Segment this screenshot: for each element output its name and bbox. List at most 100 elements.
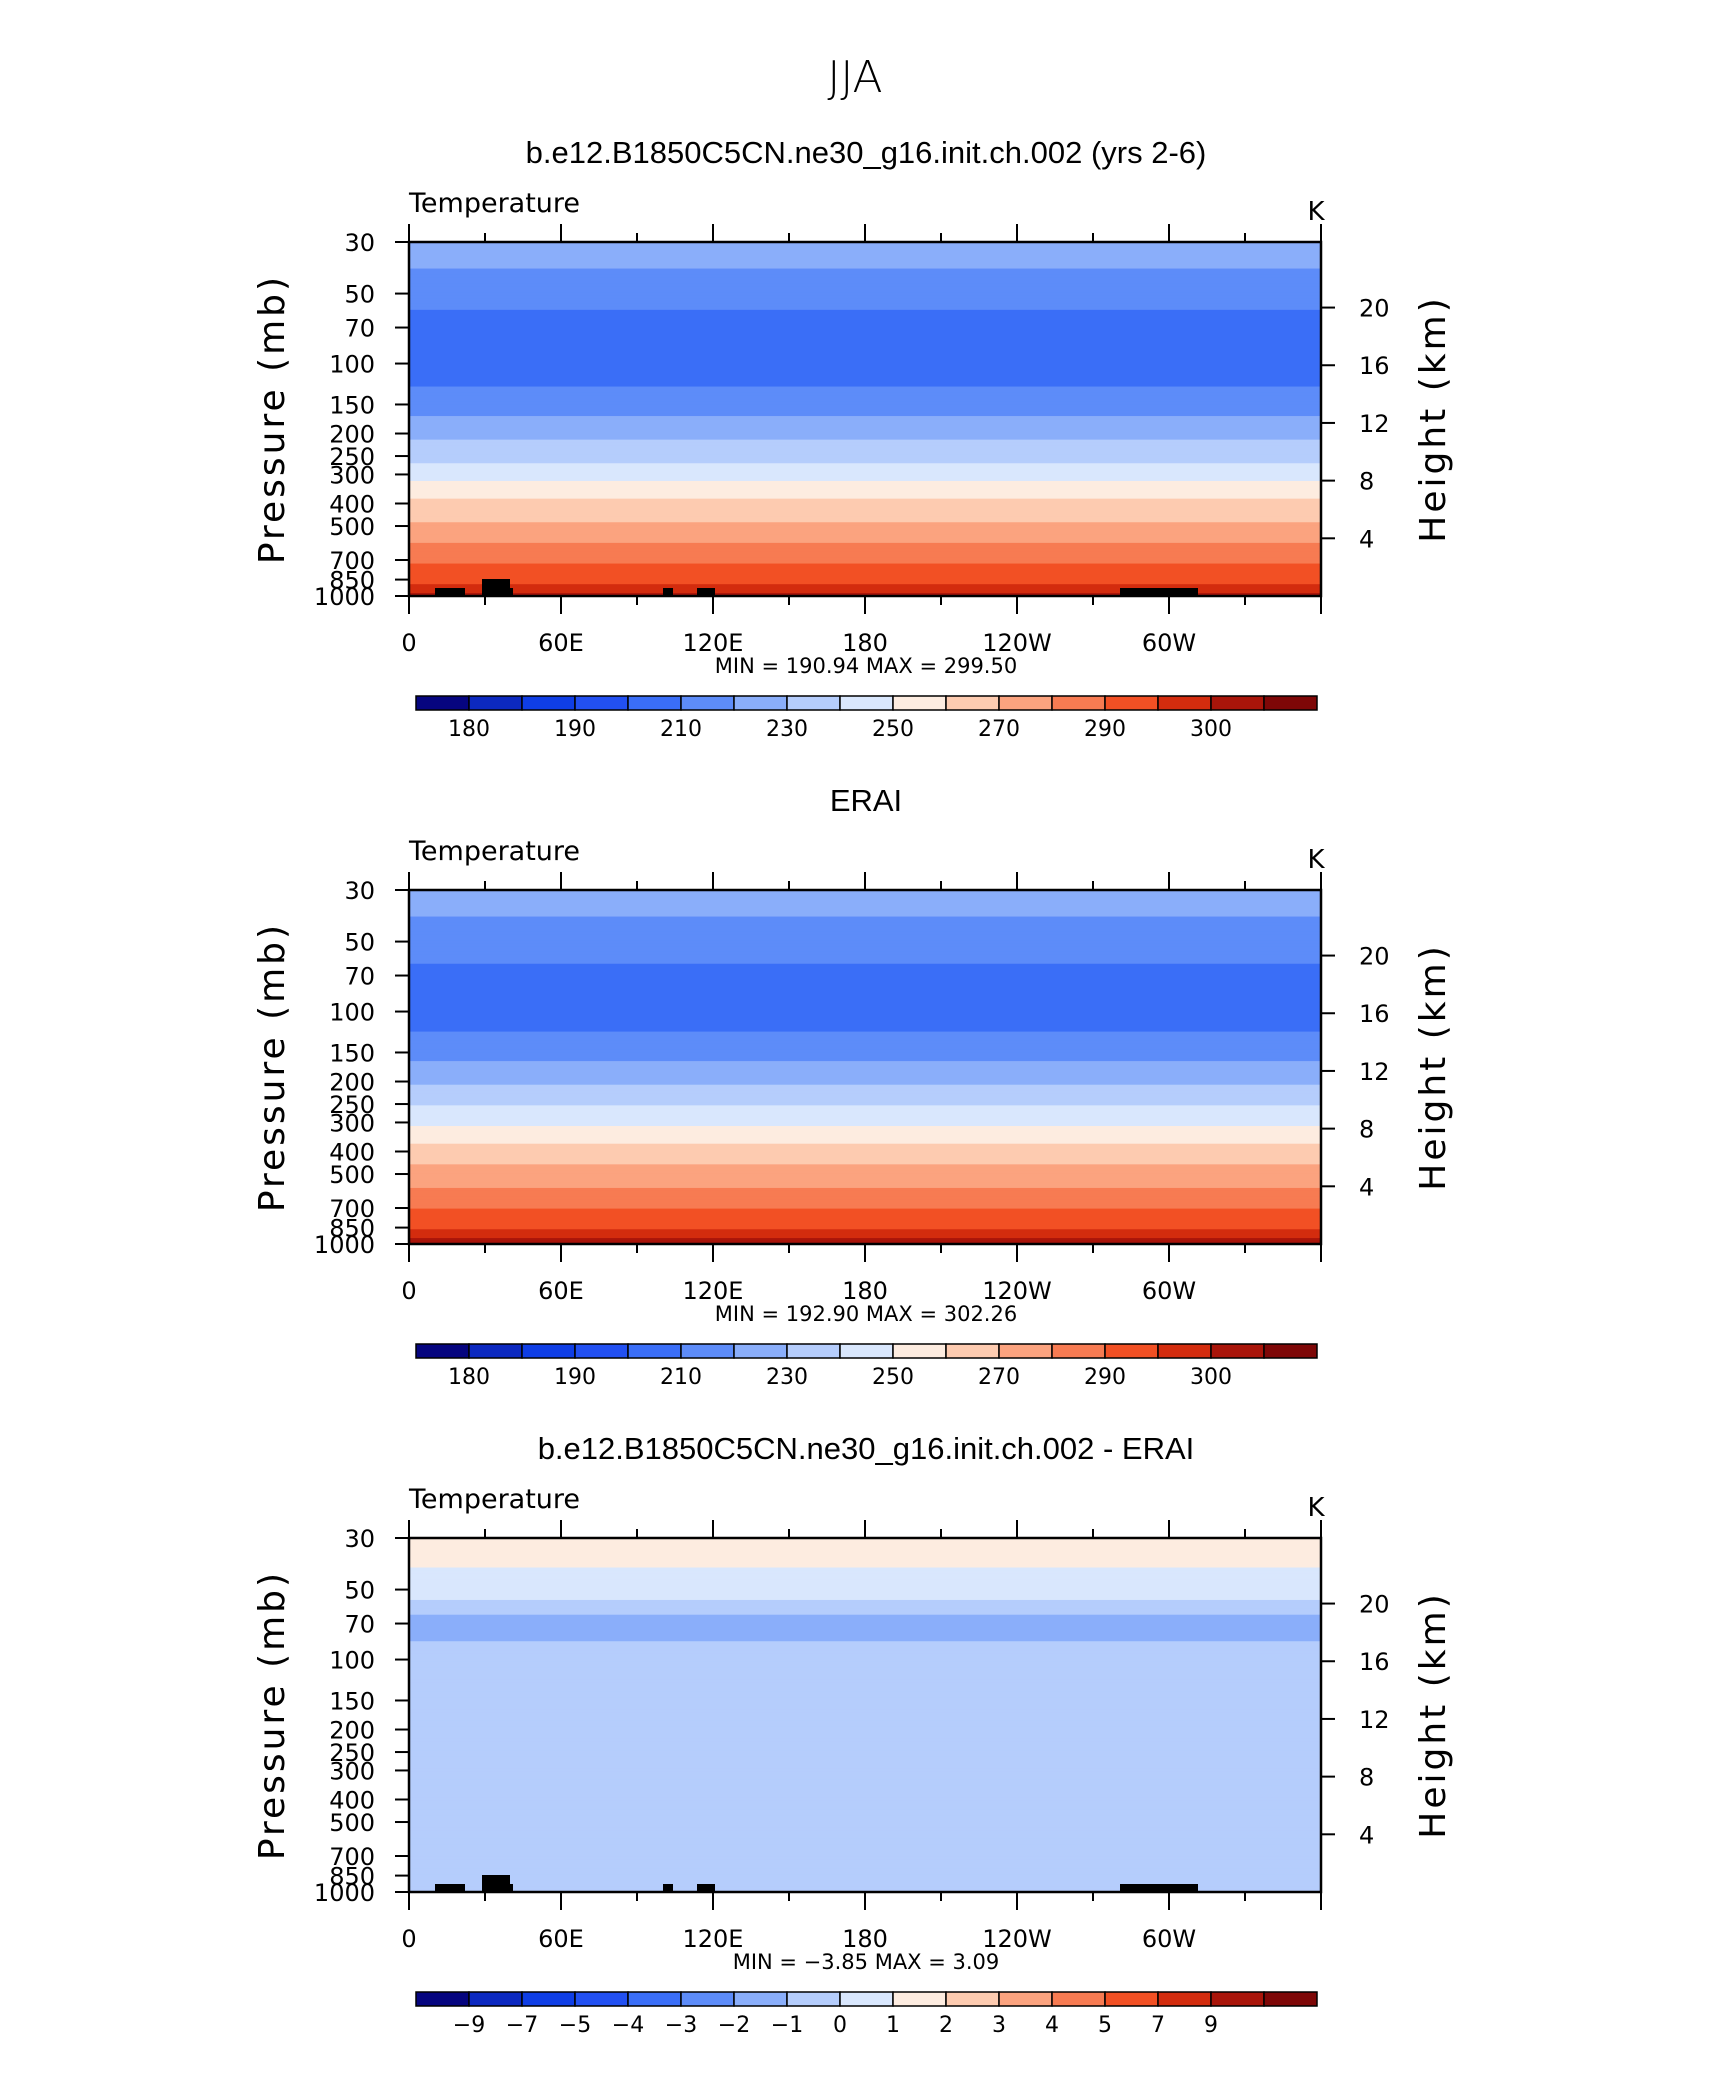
contour-band [409,563,1321,568]
contour-band [409,904,1321,909]
contour-band [409,492,1321,497]
contour-band [409,534,1321,538]
contour-band [409,380,1321,385]
y-tick-right-label: 8 [1359,1764,1374,1792]
contour-band [409,483,1321,488]
contour-band [409,1187,1321,1192]
contour-band [409,1661,1321,1666]
contour-band [409,584,1321,588]
contour-band [409,1134,1321,1139]
colorbar-swatch [468,1991,523,2007]
topography [663,1884,673,1892]
contour-band [409,1049,1321,1054]
y-tick-label: 300 [329,1757,375,1785]
contour-band [409,1759,1321,1763]
contour-band [409,1552,1321,1557]
contour-band [409,1723,1321,1728]
y-axis-right: 20 16 12 8 4 [1321,1591,1390,1849]
x-axis: 0 60E 120E 180 120W 60W [401,1520,1322,1953]
contour-band [409,984,1321,989]
contour-band [409,1176,1321,1180]
contour-band [409,1635,1321,1640]
colorbar-label: 270 [978,717,1020,742]
colorbar-swatch [1263,1991,1318,2007]
colorbar-swatch [415,1343,470,1359]
topography [1120,588,1198,596]
colorbar-swatch [998,695,1053,711]
colorbar-label: 7 [1151,2013,1165,2038]
contour-band [409,1120,1321,1124]
contour-band [409,457,1321,462]
colorbar-label: −7 [506,2013,538,2038]
units-label: K [1307,197,1325,227]
contour-band [409,371,1321,376]
colorbar-label: 180 [448,1365,490,1390]
colorbar-swatch [521,695,576,711]
contour-band [409,1726,1321,1731]
contour-band [409,1126,1321,1130]
colorbar-swatch [1104,695,1159,711]
topography [435,588,465,596]
contour-band [409,1818,1321,1822]
colorbar-swatch [627,1343,682,1359]
contour-band [409,1235,1321,1239]
y-tick-right-label: 16 [1359,1000,1390,1028]
chart-title: ERAI [830,783,902,818]
contour-band [409,480,1321,485]
contour-band [409,1776,1321,1781]
contour-band [409,1747,1321,1752]
x-tick-label: 120E [683,629,744,657]
contour-band [409,946,1321,950]
contour-band [409,309,1321,314]
contour-band [409,990,1321,995]
contour-band [409,943,1321,947]
chart-panel-3: b.e12.B1850C5CN.ne30_g16.init.ch.002 - E… [252,1431,1454,2038]
contour-band [409,1706,1321,1710]
y-tick-label: 250 [329,1739,375,1767]
x-axis: 0 60E 120E 180 120W 60W [401,224,1322,657]
contour-band [409,999,1321,1003]
contour-band [409,1043,1321,1048]
contour-band [409,489,1321,494]
contour-band [409,1025,1321,1030]
x-tick-label: 60E [538,1925,584,1953]
contour-band [409,1862,1321,1867]
contour-band [409,1196,1321,1201]
contour-band [409,522,1321,526]
contour-band [409,1608,1321,1613]
contour-band [409,525,1321,529]
colorbar-label: 1 [886,2013,900,2038]
contour-band [409,392,1321,397]
contour-band [409,1614,1321,1619]
contour-band [409,1768,1321,1772]
topography [663,588,673,596]
contour-band [409,303,1321,308]
contour-band [409,312,1321,317]
colorbar-label: −9 [453,2013,485,2038]
colorbar-swatch [415,695,470,711]
colorbar-swatch [1051,1991,1106,2007]
y-tick-right-label: 20 [1359,295,1390,323]
contour-band [409,504,1321,509]
y-tick-label: 100 [329,351,375,379]
y-tick-right-label: 20 [1359,1591,1390,1619]
contour-band [409,348,1321,352]
contour-band [409,931,1321,936]
contour-band [409,1838,1321,1843]
contour-band [409,901,1321,906]
contour-band [409,951,1321,956]
contour-band [409,1664,1321,1669]
contour-band [409,413,1321,417]
contour-band [409,298,1321,302]
contour-band [409,463,1321,467]
contour-band [409,528,1321,532]
x-tick-label: 60E [538,629,584,657]
contour-band [409,1880,1321,1884]
contour-band [409,1791,1321,1796]
contour-band [409,898,1321,903]
contour-band [409,430,1321,435]
contour-band [409,1140,1321,1145]
contour-band [409,1028,1321,1033]
colorbar-label: −2 [718,2013,750,2038]
